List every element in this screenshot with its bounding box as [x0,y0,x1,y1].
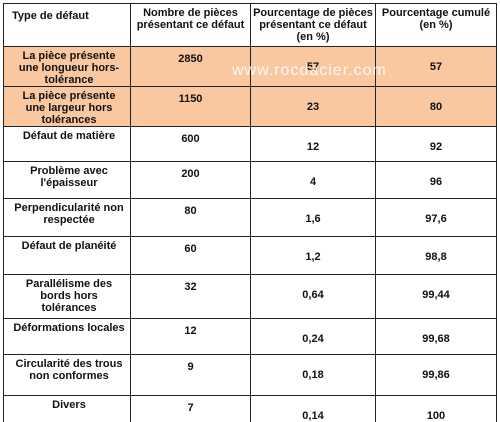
defect-table: Type de défaut Nombre de pièces présentan… [3,3,497,422]
cell-value: 600 [130,126,251,162]
defect-type: Défaut de matière [3,126,131,162]
defect-type: Problème avec l'épaisseur [3,161,131,199]
cell-value: 1,6 [250,198,376,237]
table-row: Circularité des trous non conformes 9 0,18… [3,354,497,396]
column-header: Pourcentage de pièces présentant ce défa… [250,3,376,47]
cell-value: 80 [130,198,251,237]
cell-value: 12 [250,126,376,162]
cell-value: 23 [250,86,376,127]
cell-value: 4 [250,161,376,199]
cell-value: 32 [130,274,251,319]
defect-type: Divers [3,395,131,422]
table-row: Parallélisme des bords hors tolérances 32… [3,274,497,319]
table-row: Perpendicularité non respectée 80 1,6 97,6 [3,198,497,237]
column-header: Type de défaut [3,3,131,47]
cell-value: 57 [250,46,376,87]
table-row: Déformations locales 12 0,24 99,68 [3,318,497,355]
cell-value: 200 [130,161,251,199]
defect-type: La pièce présente une largeur hors tolér… [3,86,131,127]
cell-value: 96 [375,161,497,199]
table-row: Problème avec l'épaisseur 200 4 96 [3,161,497,199]
table-row: Défaut de planéité 60 1,2 98,8 [3,236,497,275]
cell-value: 92 [375,126,497,162]
cell-value: 99,68 [375,318,497,355]
defect-type: La pièce présente une longueur hors-tolé… [3,46,131,87]
cell-value: 1150 [130,86,251,127]
table-row: La pièce présente une longueur hors-tolé… [3,46,497,87]
cell-value: 0,64 [250,274,376,319]
cell-value: 7 [130,395,251,422]
cell-value: 57 [375,46,497,87]
cell-value: 0,14 [250,395,376,422]
cell-value: 60 [130,236,251,275]
cell-value: 98,8 [375,236,497,275]
cell-value: 99,86 [375,354,497,396]
table-body: La pièce présente une longueur hors-tolé… [3,46,497,422]
table-row: Défaut de matière 600 12 92 [3,126,497,162]
defect-type: Parallélisme des bords hors tolérances [3,274,131,319]
cell-value: 9 [130,354,251,396]
cell-value: 80 [375,86,497,127]
cell-value: 12 [130,318,251,355]
column-header: Pourcentage cumulé (en %) [375,3,497,47]
cell-value: 1,2 [250,236,376,275]
table-row: Divers 7 0,14 100 [3,395,497,422]
watermark: www.rocdacier.com [232,62,387,79]
defect-type: Défaut de planéité [3,236,131,275]
cell-value: 97,6 [375,198,497,237]
cell-value: 100 [375,395,497,422]
defect-type: Perpendicularité non respectée [3,198,131,237]
cell-value: 0,24 [250,318,376,355]
cell-value: 0,18 [250,354,376,396]
header-row: Type de défaut Nombre de pièces présentan… [3,3,497,47]
cell-value: 2850 [130,46,251,87]
table-row: La pièce présente une largeur hors tolér… [3,86,497,127]
defect-type: Circularité des trous non conformes [3,354,131,396]
cell-value: 99,44 [375,274,497,319]
column-header: Nombre de pièces présentant ce défaut [130,3,251,47]
defect-type: Déformations locales [3,318,131,355]
